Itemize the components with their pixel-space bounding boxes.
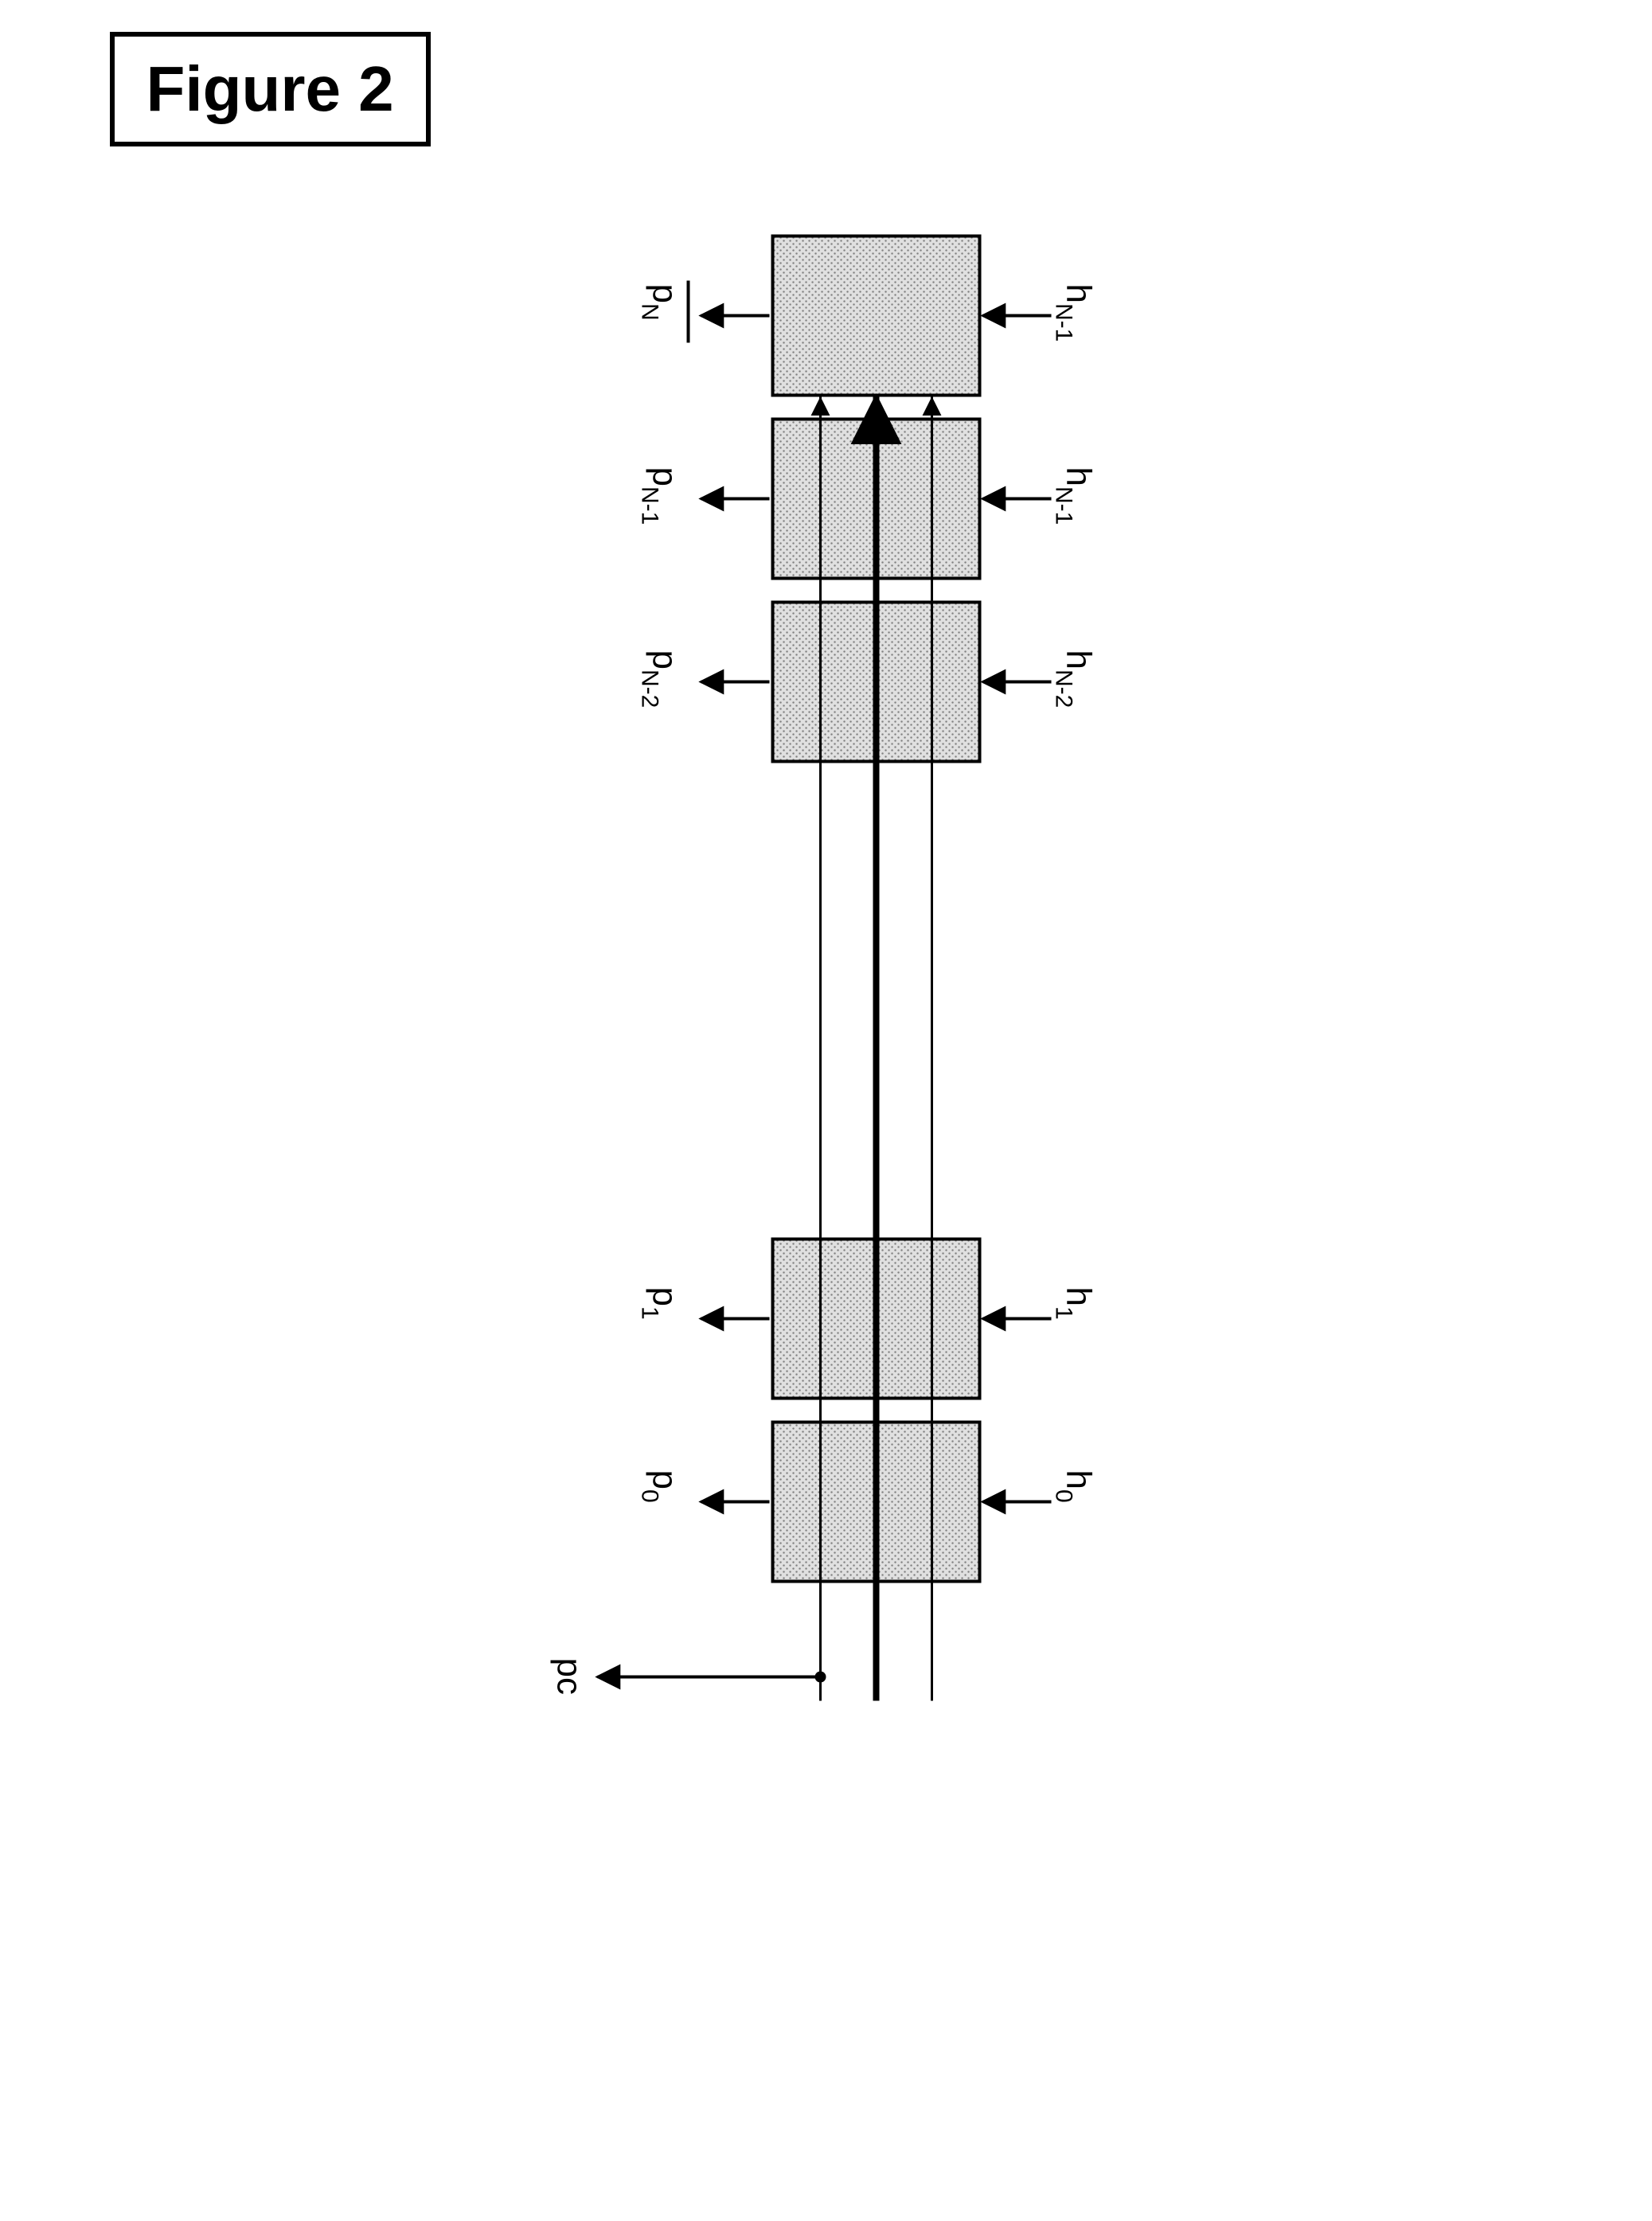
figure-title: Figure 2 [146, 53, 394, 124]
pc-label: pc [549, 1658, 588, 1695]
coeff-label: hN-1 [1050, 467, 1098, 525]
partial-product-label: pN-1 [636, 467, 684, 525]
processing-block [772, 236, 979, 396]
coeff-label: h1 [1050, 1287, 1098, 1320]
partial-product-label: pN [636, 284, 684, 321]
coeff-label: hN-2 [1050, 650, 1098, 708]
diagram-container: zeroshiftcomphN-1pNhN-1pN-1hN-2pN-2h1p1h… [466, 189, 1186, 1622]
partial-product-label: p0 [636, 1470, 684, 1503]
coeff-label: h0 [1050, 1470, 1098, 1503]
circuit-diagram: zeroshiftcomphN-1pNhN-1pN-1hN-2pN-2h1p1h… [470, 189, 1186, 1701]
partial-product-label: p1 [636, 1287, 684, 1320]
coeff-label: hN-1 [1050, 284, 1098, 342]
figure-title-box: Figure 2 [110, 32, 431, 146]
partial-product-label: pN-2 [636, 650, 684, 708]
pc-junction [814, 1672, 826, 1683]
